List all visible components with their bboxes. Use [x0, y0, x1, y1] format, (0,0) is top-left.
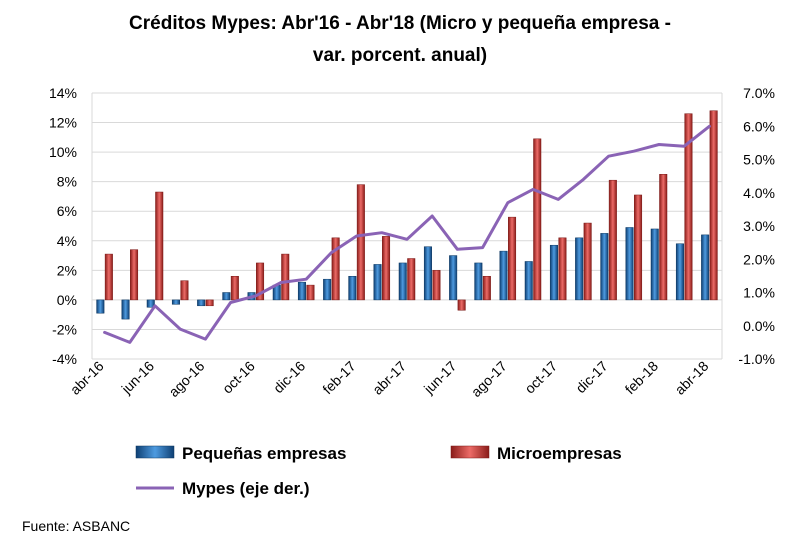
- bar-microempresas: [155, 191, 164, 301]
- left-axis-tick-label: -4%: [52, 351, 77, 367]
- bar-pequenas-empresas: [348, 275, 357, 301]
- left-axis-tick-label: 0%: [57, 292, 77, 308]
- x-axis-tick-label: dic-16: [270, 358, 308, 396]
- legend-swatch-microempresas: [450, 445, 490, 459]
- x-axis-tick-label: jun-17: [420, 358, 460, 398]
- bar-pequenas-empresas: [650, 228, 659, 301]
- bar-microempresas: [205, 299, 214, 307]
- left-axis-tick-label: 14%: [49, 85, 77, 101]
- x-axis-tick-label: oct-17: [521, 358, 560, 397]
- bar-microempresas: [533, 138, 542, 301]
- bar-pequenas-empresas: [423, 246, 432, 301]
- bar-microempresas: [583, 222, 592, 301]
- bar-pequenas-empresas: [323, 278, 332, 301]
- x-axis-tick-label: feb-17: [319, 358, 359, 398]
- bar-microempresas: [281, 253, 290, 301]
- x-axis-tick-label: ago-17: [468, 358, 510, 400]
- left-axis-tick-label: 12%: [49, 115, 77, 131]
- gridlines: [91, 92, 723, 360]
- left-axis-tick-label: 6%: [57, 203, 77, 219]
- bar-pequenas-empresas: [222, 292, 231, 301]
- right-axis-tick-label: 0.0%: [743, 318, 775, 334]
- x-axis-tick-label: ago-16: [165, 358, 207, 400]
- bar-pequenas-empresas: [449, 255, 458, 301]
- chart-title-line1: Créditos Mypes: Abr'16 - Abr'18 (Micro y…: [129, 13, 671, 34]
- legend-label-mypes: Mypes (eje der.): [182, 479, 310, 498]
- right-axis-tick-label: 3.0%: [743, 218, 775, 234]
- bar-pequenas-empresas: [524, 261, 533, 301]
- bar-microempresas: [432, 270, 441, 301]
- bar-microempresas: [659, 174, 668, 301]
- bar-pequenas-empresas: [373, 264, 382, 301]
- bar-pequenas-empresas: [171, 299, 180, 305]
- bar-microempresas: [684, 113, 693, 301]
- chart-title-line2: var. porcent. anual): [312, 45, 488, 66]
- legend-swatch-pequenas-empresas: [135, 445, 175, 459]
- right-axis-tick-label: 2.0%: [743, 251, 775, 267]
- source-note: Fuente: ASBANC: [22, 518, 131, 534]
- bar-pequenas-empresas: [600, 233, 609, 301]
- bar-microempresas: [634, 194, 643, 301]
- chart-title: Créditos Mypes: Abr'16 - Abr'18 (Micro y…: [40, 8, 760, 72]
- bar-pequenas-empresas: [197, 299, 206, 307]
- right-axis-tick-label: 6.0%: [743, 118, 775, 134]
- bar-pequenas-empresas: [121, 299, 130, 320]
- bar-microempresas: [558, 237, 567, 301]
- bars: [96, 110, 718, 320]
- bar-pequenas-empresas: [549, 244, 558, 301]
- x-axis-tick-label: oct-16: [219, 358, 258, 397]
- legend-label-microempresas: Microempresas: [497, 444, 622, 463]
- mypes-line: [103, 124, 711, 344]
- x-axis-tick-label: abr-18: [672, 358, 712, 398]
- bar-microempresas: [306, 284, 315, 301]
- legend-label-pequenas-empresas: Pequeñas empresas: [182, 444, 346, 463]
- bar-pequenas-empresas: [701, 234, 710, 301]
- line-mypes: [103, 124, 711, 344]
- legend: Pequeñas empresas Microempresas Mypes (eje…: [135, 444, 622, 498]
- bar-pequenas-empresas: [575, 237, 584, 301]
- bar-pequenas-empresas: [398, 262, 407, 301]
- x-axis-tick-label: jun-16: [118, 358, 158, 398]
- bar-microempresas: [407, 258, 416, 301]
- bar-pequenas-empresas: [96, 299, 105, 314]
- bar-microempresas: [382, 236, 391, 301]
- bar-pequenas-empresas: [625, 227, 634, 301]
- bar-microempresas: [482, 275, 491, 301]
- bar-microempresas: [508, 216, 517, 301]
- bar-microempresas: [104, 253, 113, 301]
- left-axis-tick-label: 8%: [57, 174, 77, 190]
- x-axis-tick-label: dic-17: [572, 358, 610, 396]
- bar-pequenas-empresas: [146, 299, 155, 308]
- left-axis-tick-label: 10%: [49, 144, 77, 160]
- left-axis-tick-label: 4%: [57, 233, 77, 249]
- bar-microempresas: [709, 110, 718, 301]
- bar-microempresas: [180, 280, 189, 301]
- right-axis-tick-label: 4.0%: [743, 185, 775, 201]
- bar-pequenas-empresas: [675, 243, 684, 301]
- x-axis-tick-label: abr-17: [369, 358, 409, 398]
- bar-pequenas-empresas: [297, 281, 306, 301]
- right-axis-tick-label: -1.0%: [738, 351, 775, 367]
- bar-pequenas-empresas: [499, 250, 508, 301]
- bar-microempresas: [356, 184, 365, 301]
- bar-microempresas: [608, 179, 617, 301]
- bar-microempresas: [331, 237, 340, 301]
- left-axis-tick-label: 2%: [57, 262, 77, 278]
- right-axis-tick-label: 7.0%: [743, 85, 775, 101]
- left-axis-tick-label: -2%: [52, 321, 77, 337]
- bar-microempresas: [256, 262, 265, 301]
- bar-microempresas: [457, 299, 466, 311]
- bar-pequenas-empresas: [474, 262, 483, 301]
- x-axis-tick-label: feb-18: [622, 358, 662, 398]
- right-axis-tick-label: 5.0%: [743, 152, 775, 168]
- right-axis-tick-label: 1.0%: [743, 285, 775, 301]
- bar-microempresas: [130, 249, 139, 301]
- bar-microempresas: [230, 275, 239, 301]
